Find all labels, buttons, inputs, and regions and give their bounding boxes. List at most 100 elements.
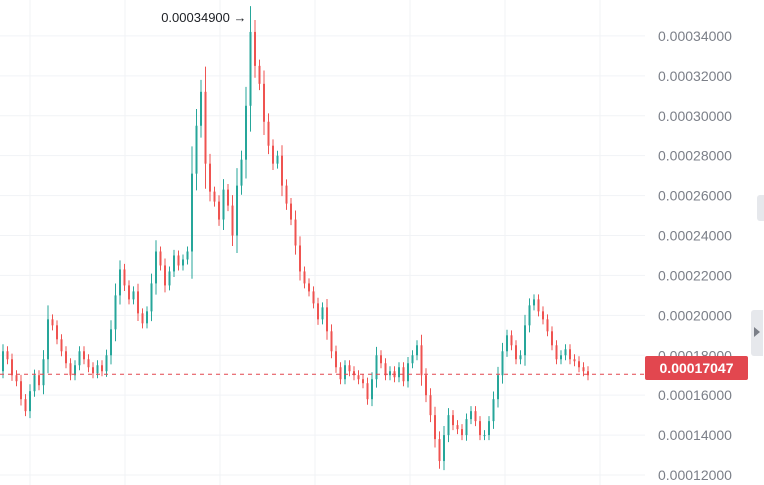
candle-body — [213, 191, 216, 202]
candle — [515, 340, 517, 365]
candle-body — [452, 415, 454, 426]
candle-body — [461, 429, 463, 436]
candle — [384, 358, 387, 381]
candle-body — [101, 365, 103, 372]
candle — [357, 370, 360, 385]
candle-body — [150, 283, 153, 312]
candle-body — [303, 271, 306, 284]
candle — [398, 362, 400, 383]
candle-body — [51, 319, 54, 326]
candle-body — [159, 251, 162, 266]
candle — [173, 249, 175, 278]
candle — [380, 350, 382, 369]
candle — [542, 306, 544, 325]
candle-body — [420, 345, 423, 376]
candle — [582, 362, 585, 377]
candle — [533, 294, 535, 311]
candle — [74, 360, 76, 381]
candle — [123, 263, 126, 291]
candle — [438, 431, 441, 469]
side-panel-toggle[interactable] — [751, 310, 763, 356]
candle — [150, 273, 153, 322]
candle-body — [69, 363, 72, 376]
y-tick-label: 0.00028000 — [658, 148, 732, 164]
candle-body — [24, 399, 27, 412]
candle — [506, 329, 508, 357]
candle — [452, 410, 454, 431]
candle-body — [60, 339, 63, 352]
candle — [420, 334, 423, 386]
side-panel-handle-top[interactable] — [757, 195, 764, 221]
candle-body — [447, 415, 450, 436]
candle-body — [528, 305, 531, 326]
candle-body — [38, 375, 40, 386]
candle — [191, 146, 193, 279]
candle-body — [290, 203, 292, 220]
candle — [236, 168, 238, 253]
current-price-tag: 0.00017047 — [645, 356, 748, 380]
candle — [488, 416, 490, 441]
candle-body — [42, 359, 45, 386]
candle-body — [330, 331, 333, 352]
candle-body — [20, 381, 22, 400]
candle-body — [65, 351, 67, 364]
candle-body — [474, 411, 477, 422]
candle-body — [119, 269, 121, 296]
price-axis[interactable]: 0.000120000.000140000.000160000.00018000… — [658, 28, 732, 483]
candle — [272, 139, 274, 170]
candle — [213, 186, 216, 207]
candle-body — [411, 355, 414, 364]
candle — [416, 340, 418, 361]
candle-body — [218, 201, 220, 220]
candle — [425, 368, 427, 403]
candle — [110, 320, 112, 365]
candle — [371, 372, 373, 407]
candle — [47, 305, 49, 374]
candle — [155, 240, 157, 295]
candle — [42, 350, 45, 395]
candle — [231, 195, 234, 246]
candle-body — [29, 391, 31, 412]
y-tick-label: 0.00034000 — [658, 28, 732, 44]
candle-body — [371, 379, 373, 400]
candle — [168, 266, 171, 291]
candle — [447, 408, 450, 443]
candle-body — [191, 173, 193, 252]
candle — [78, 346, 81, 371]
candle — [362, 374, 364, 389]
candle-body — [317, 303, 319, 320]
candle — [141, 308, 144, 329]
candle-body — [132, 291, 135, 300]
candle — [501, 342, 504, 384]
candle-body — [254, 31, 256, 66]
candle — [200, 79, 202, 138]
candle-body — [231, 205, 234, 236]
candle — [15, 370, 18, 387]
candle-body — [578, 361, 580, 368]
candle — [294, 210, 297, 255]
candle — [254, 20, 256, 78]
candle-body — [384, 363, 387, 376]
candle-body — [569, 349, 571, 360]
chevron-right-icon — [754, 327, 760, 337]
candle-body — [506, 335, 508, 352]
candle — [285, 179, 288, 210]
candle-body — [155, 251, 157, 284]
candle — [335, 345, 337, 373]
candle — [528, 298, 531, 333]
candle — [276, 150, 279, 169]
candle-body — [353, 371, 355, 376]
candle — [434, 406, 436, 448]
candle-body — [519, 355, 522, 360]
candle — [195, 108, 198, 191]
candle — [38, 370, 40, 391]
candle-body — [470, 411, 472, 420]
candle — [407, 356, 409, 388]
candle — [573, 354, 576, 367]
candle-body — [6, 351, 9, 360]
candle — [83, 346, 85, 365]
candle-body — [524, 325, 526, 356]
candle — [411, 350, 414, 369]
